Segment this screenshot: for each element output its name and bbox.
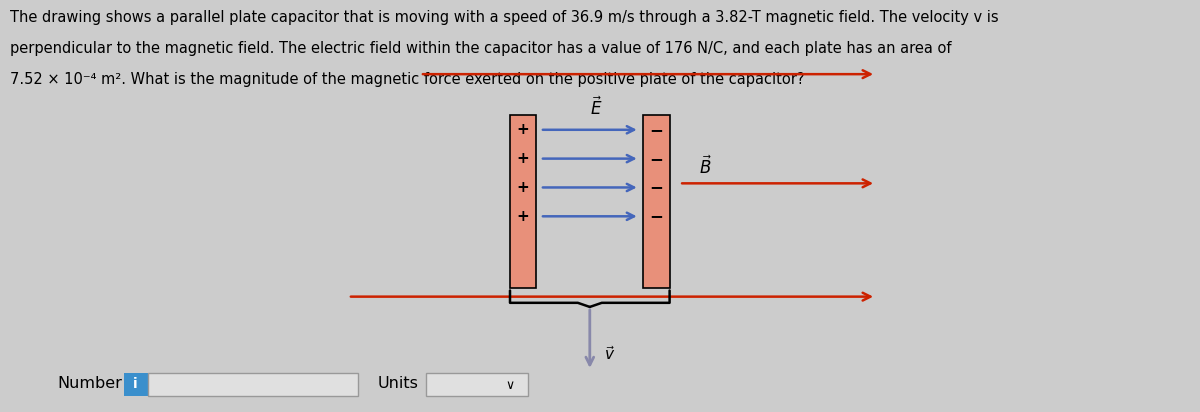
Text: $\vec{B}$: $\vec{B}$ [698,156,713,178]
Bar [643,115,670,288]
Text: Number: Number [58,377,122,391]
Text: The drawing shows a parallel plate capacitor that is moving with a speed of 36.9: The drawing shows a parallel plate capac… [10,10,998,25]
Text: −: − [649,121,664,139]
Bar [426,373,528,396]
Text: $\vec{E}$: $\vec{E}$ [589,97,602,119]
Text: −: − [649,207,664,225]
Text: $\vec{v}$: $\vec{v}$ [605,345,616,363]
Bar [148,373,358,396]
Text: perpendicular to the magnetic field. The electric field within the capacitor has: perpendicular to the magnetic field. The… [10,41,952,56]
Text: −: − [649,178,664,197]
Text: −: − [649,150,664,168]
Text: i: i [133,377,138,391]
Text: +: + [517,209,529,224]
Text: +: + [517,122,529,137]
Text: +: + [517,151,529,166]
Text: Units: Units [378,377,419,391]
Text: ∨: ∨ [505,379,515,392]
Bar [124,373,148,396]
Bar [510,115,536,288]
Text: 7.52 × 10⁻⁴ m². What is the magnitude of the magnetic force exerted on the posit: 7.52 × 10⁻⁴ m². What is the magnitude of… [10,72,804,87]
Text: +: + [517,180,529,195]
